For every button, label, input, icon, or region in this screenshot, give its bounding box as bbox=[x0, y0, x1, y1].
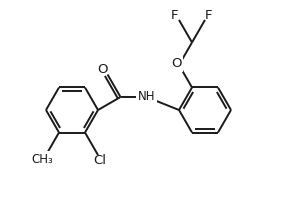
Text: O: O bbox=[171, 58, 181, 70]
Text: O: O bbox=[97, 63, 108, 76]
Text: F: F bbox=[171, 9, 179, 22]
Text: F: F bbox=[205, 9, 213, 22]
Text: CH₃: CH₃ bbox=[31, 153, 53, 165]
Text: Cl: Cl bbox=[93, 153, 106, 167]
Text: NH: NH bbox=[138, 90, 155, 104]
